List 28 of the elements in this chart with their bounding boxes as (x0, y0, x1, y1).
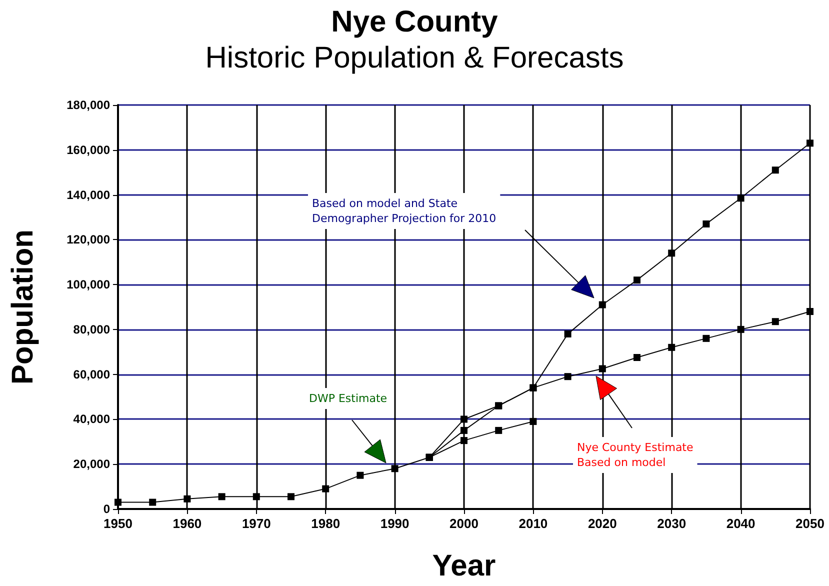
chart-subtitle: Historic Population & Forecasts (205, 42, 624, 74)
y-tick-label: 80,000 (73, 322, 110, 336)
x-tick-label: 1970 (242, 516, 271, 531)
x-tick-label: 1960 (172, 516, 202, 531)
x-tick-label: 2000 (450, 516, 478, 531)
annotation: DWP Estimate (309, 392, 388, 405)
y-tick-label: 40,000 (73, 412, 110, 426)
x-tick-label: 2010 (518, 516, 548, 531)
x-tick-label: 1990 (380, 516, 410, 531)
y-tick-label: 180,000 (66, 98, 110, 112)
chart-title: Nye County (331, 6, 498, 38)
annotation: Nye County Estimate Based on model (577, 441, 694, 469)
annotation: Based on model and State Demographer Projection for 2010 (312, 197, 496, 225)
x-tick-label: 2030 (657, 516, 686, 531)
y-tick-label: 140,000 (66, 188, 110, 202)
x-tick-label: 1980 (311, 516, 340, 531)
x-tick-label: 1950 (104, 516, 132, 531)
x-tick-label: 2050 (796, 516, 824, 531)
y-tick-label: 20,000 (73, 457, 110, 472)
y-tick-label: 160,000 (66, 142, 110, 157)
y-tick-label: 60,000 (73, 367, 110, 382)
y-tick-label: 120,000 (66, 232, 110, 247)
x-tick-label: 2020 (588, 516, 617, 531)
y-tick-label: 100,000 (66, 278, 110, 292)
y-tick-label: 0 (103, 502, 110, 516)
y-axis-title: Population (6, 230, 40, 384)
x-axis-title: Year (432, 550, 496, 582)
x-tick-label: 2040 (726, 516, 756, 531)
